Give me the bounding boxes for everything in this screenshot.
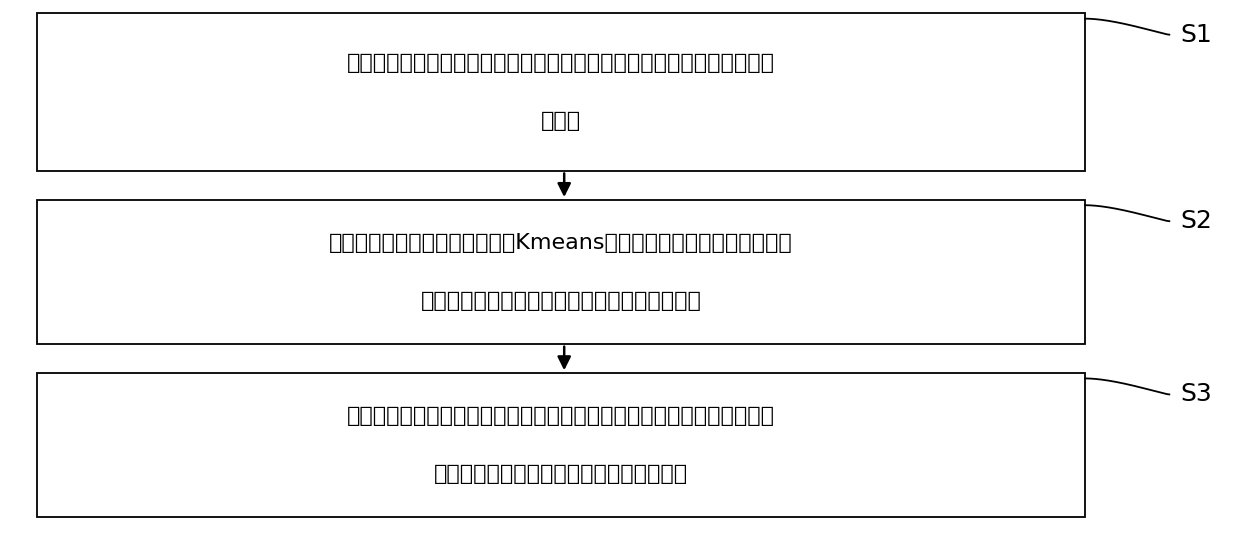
Text: 噪处理: 噪处理 xyxy=(541,111,582,131)
Text: 割，基于背景分割后的灰度图计算作物的覆盖度: 割，基于背景分割后的灰度图计算作物的覆盖度 xyxy=(420,291,702,311)
Text: S2: S2 xyxy=(1180,209,1213,233)
Text: 获取作物图像，基于小波自适应比例萎缩去噪方法对所述作物图像进行去: 获取作物图像，基于小波自适应比例萎缩去噪方法对所述作物图像进行去 xyxy=(347,53,775,72)
Text: 物系数和参比蒸散量得到作物的实时蒸散量: 物系数和参比蒸散量得到作物的实时蒸散量 xyxy=(434,464,688,484)
Text: 基于自适应步长果蝇算法改进的Kmeans算法对所述作物图像进行背景分: 基于自适应步长果蝇算法改进的Kmeans算法对所述作物图像进行背景分 xyxy=(330,232,792,253)
Text: 基于预先拟合的覆盖度与作物系数之间的关系，得到作物系数，并基于作: 基于预先拟合的覆盖度与作物系数之间的关系，得到作物系数，并基于作 xyxy=(347,406,775,426)
Bar xyxy=(37,200,1085,344)
Text: S3: S3 xyxy=(1180,382,1213,407)
Text: S1: S1 xyxy=(1180,22,1213,47)
Bar xyxy=(37,13,1085,171)
Bar xyxy=(37,373,1085,517)
